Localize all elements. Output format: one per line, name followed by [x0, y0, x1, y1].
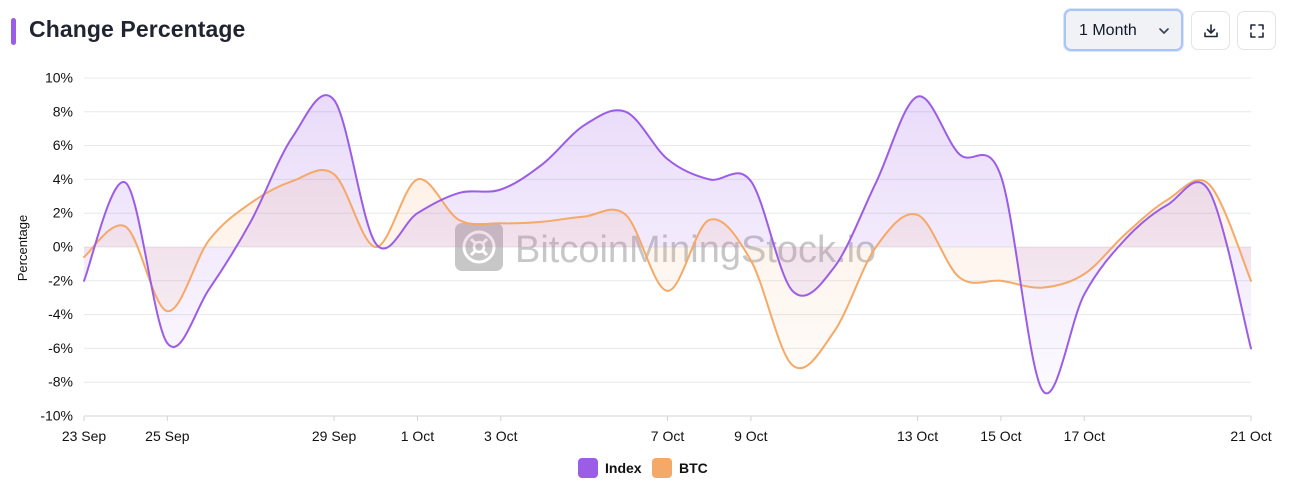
fullscreen-icon — [1250, 24, 1264, 38]
y-tick-label: -6% — [48, 340, 73, 356]
y-tick-label: 4% — [53, 171, 73, 187]
change-percentage-chart: 10% 8% 6% 4% 2% 0% -2% -4% -6% -8% -10% 23 Sep 25 S… — [15, 70, 1272, 445]
chart-legend: Index BTC — [0, 456, 1289, 480]
x-tick-label: 15 Oct — [980, 428, 1021, 444]
legend-label-index: Index — [605, 460, 642, 476]
series-line-btc — [83, 169, 1252, 370]
x-tick-label: 21 Oct — [1230, 428, 1271, 444]
y-tick-label: -10% — [40, 408, 73, 424]
page-title: Change Percentage — [29, 16, 246, 42]
y-tick-label: 0% — [53, 239, 73, 255]
y-tick-label: 8% — [53, 103, 73, 119]
y-axis-title: Percentage — [15, 215, 30, 282]
series-area-btc — [84, 169, 1251, 369]
x-tick-label: 9 Oct — [734, 428, 768, 444]
x-tick-label: 13 Oct — [897, 428, 938, 444]
time-range-value: 1 Month — [1079, 22, 1137, 39]
chart-header: Change Percentage 1 Month — [0, 0, 1289, 64]
x-tick-label: 23 Sep — [62, 428, 107, 444]
chevron-down-icon — [1159, 28, 1169, 34]
y-tick-label: 2% — [53, 205, 73, 221]
y-tick-label: -8% — [48, 374, 73, 390]
legend-label-btc: BTC — [679, 460, 708, 476]
series-area-index — [84, 95, 1251, 394]
legend-swatch-index — [578, 458, 598, 478]
series-line-index — [83, 94, 1252, 395]
legend-swatch-btc — [652, 458, 672, 478]
title-accent-bar — [11, 18, 16, 45]
y-tick-label: 10% — [45, 70, 73, 86]
download-icon — [1204, 24, 1218, 38]
x-axis-ticks: 23 Sep 25 Sep 29 Sep 1 Oct 3 Oct 7 Oct 9 Oct 13… — [62, 416, 1272, 444]
x-tick-label: 25 Sep — [145, 428, 190, 444]
series-layer — [83, 94, 1252, 395]
download-button[interactable] — [1191, 11, 1230, 50]
time-range-select[interactable]: 1 Month — [1064, 9, 1183, 51]
x-tick-label: 1 Oct — [401, 428, 435, 444]
y-tick-label: -2% — [48, 272, 73, 288]
y-tick-label: -4% — [48, 306, 73, 322]
x-tick-label: 17 Oct — [1064, 428, 1105, 444]
y-axis-ticks: 10% 8% 6% 4% 2% 0% -2% -4% -6% -8% -10% — [40, 70, 73, 424]
y-tick-label: 6% — [53, 137, 73, 153]
x-tick-label: 29 Sep — [312, 428, 357, 444]
x-tick-label: 7 Oct — [651, 428, 685, 444]
x-tick-label: 3 Oct — [484, 428, 518, 444]
fullscreen-button[interactable] — [1237, 11, 1276, 50]
